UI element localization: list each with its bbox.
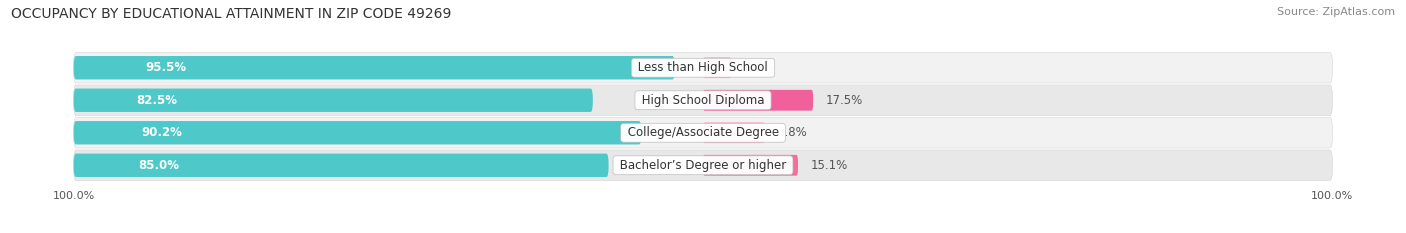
Text: High School Diploma: High School Diploma [638,94,768,107]
Text: 82.5%: 82.5% [136,94,177,107]
Text: College/Associate Degree: College/Associate Degree [624,126,782,139]
FancyBboxPatch shape [73,52,1333,83]
FancyBboxPatch shape [73,85,1333,116]
FancyBboxPatch shape [703,90,813,111]
Text: Source: ZipAtlas.com: Source: ZipAtlas.com [1277,7,1395,17]
Text: 9.8%: 9.8% [778,126,807,139]
FancyBboxPatch shape [703,57,731,78]
FancyBboxPatch shape [73,154,609,177]
FancyBboxPatch shape [73,121,641,144]
Text: 4.5%: 4.5% [744,61,773,74]
Text: 15.1%: 15.1% [811,159,848,172]
Text: OCCUPANCY BY EDUCATIONAL ATTAINMENT IN ZIP CODE 49269: OCCUPANCY BY EDUCATIONAL ATTAINMENT IN Z… [11,7,451,21]
FancyBboxPatch shape [73,117,1333,148]
Text: 95.5%: 95.5% [146,61,187,74]
Text: Bachelor’s Degree or higher: Bachelor’s Degree or higher [616,159,790,172]
Text: 17.5%: 17.5% [825,94,863,107]
FancyBboxPatch shape [73,56,675,79]
Text: Less than High School: Less than High School [634,61,772,74]
Text: 90.2%: 90.2% [142,126,183,139]
FancyBboxPatch shape [73,89,593,112]
FancyBboxPatch shape [73,150,1333,181]
Text: 85.0%: 85.0% [138,159,179,172]
FancyBboxPatch shape [703,155,799,176]
FancyBboxPatch shape [703,122,765,143]
